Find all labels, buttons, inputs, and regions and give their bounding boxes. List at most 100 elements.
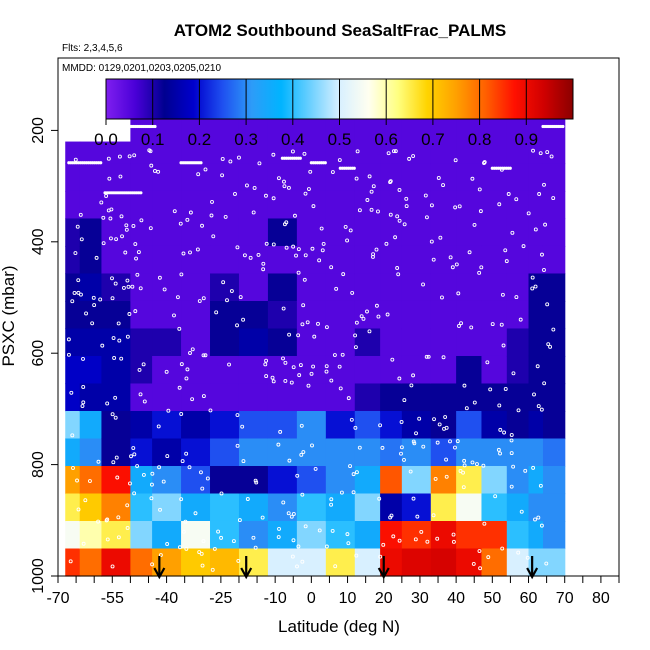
heatmap-cell	[401, 383, 432, 412]
heatmap-layer	[65, 116, 566, 577]
sample-point	[432, 417, 436, 422]
sample-point	[501, 343, 506, 348]
sample-point	[264, 358, 269, 363]
sample-point	[532, 392, 536, 397]
heatmap-cell	[267, 548, 298, 577]
heatmap-cell	[430, 328, 457, 357]
sample-point	[478, 566, 483, 571]
sample-point	[172, 313, 176, 318]
colorbar-tick-label: 0.5	[328, 130, 352, 149]
heatmap-cell	[354, 355, 381, 385]
sample-point	[352, 166, 356, 170]
heatmap-cell	[296, 218, 327, 247]
x-tick-label: -10	[264, 590, 287, 607]
heatmap-cell	[79, 245, 103, 275]
sample-point	[106, 156, 111, 161]
sample-point	[92, 303, 97, 308]
sample-point	[324, 325, 329, 330]
heatmap-cell	[506, 245, 530, 275]
heatmap-cell	[354, 190, 381, 220]
heatmap-cell	[130, 438, 153, 467]
sample-point	[348, 228, 353, 233]
sample-point	[175, 295, 180, 300]
sample-point	[378, 423, 383, 428]
x-axis: -70 -55 -40 -25 -10 0 10 20 30 40 50 60 70 80	[46, 576, 620, 607]
heatmap-cell	[101, 300, 131, 330]
sample-point	[104, 194, 109, 198]
sample-point	[66, 337, 71, 342]
sample-point	[545, 150, 550, 155]
sample-point	[271, 152, 276, 157]
sample-point	[153, 124, 157, 129]
heatmap-cell	[238, 218, 269, 247]
heatmap-cell	[238, 520, 269, 550]
heatmap-cell	[79, 328, 103, 357]
sample-point	[509, 451, 514, 456]
x-tick-label: 40	[447, 590, 465, 607]
heatmap-cell	[267, 300, 298, 330]
sample-point	[286, 185, 291, 190]
sample-point	[441, 355, 446, 360]
sample-point	[374, 247, 379, 252]
heatmap-cell	[267, 328, 298, 357]
heatmap-cell	[354, 273, 381, 302]
heatmap-cell	[152, 218, 182, 247]
sample-point	[419, 529, 424, 534]
sample-point	[291, 512, 296, 516]
heatmap-cell	[296, 410, 327, 440]
sample-point	[301, 303, 306, 308]
sample-point	[397, 538, 402, 543]
sample-point	[396, 272, 401, 277]
heatmap-cell	[210, 465, 240, 495]
heatmap-cell	[267, 163, 298, 192]
sample-point	[235, 413, 240, 417]
sample-point	[519, 509, 524, 514]
sample-point	[514, 197, 519, 202]
sample-point	[543, 222, 548, 227]
sample-point	[413, 537, 418, 542]
sample-point	[190, 347, 195, 352]
sample-point	[411, 439, 416, 444]
heatmap-cell	[101, 410, 131, 440]
heatmap-cell	[210, 218, 240, 247]
sample-point	[181, 529, 186, 534]
sample-point	[133, 242, 138, 246]
sample-point	[311, 364, 316, 369]
heatmap-cell	[181, 273, 211, 302]
heatmap-cell	[152, 163, 182, 192]
sample-point	[165, 542, 170, 546]
sample-point	[516, 550, 521, 555]
sample-point	[464, 406, 469, 411]
sample-point	[181, 251, 186, 256]
sample-point	[101, 215, 106, 220]
heatmap-cell	[152, 273, 182, 302]
sample-point	[128, 481, 132, 486]
sample-point	[481, 463, 486, 468]
heatmap-cell	[542, 493, 566, 522]
heatmap-cell	[267, 273, 298, 302]
x-tick-label: 50	[483, 590, 501, 607]
heatmap-cell	[401, 218, 432, 247]
heatmap-cell	[325, 438, 356, 467]
sample-point	[110, 564, 115, 569]
heatmap-cell	[238, 355, 269, 385]
heatmap-cell	[65, 218, 81, 247]
sample-point	[542, 182, 546, 187]
heatmap-cell	[267, 410, 298, 440]
arrow-head	[240, 567, 253, 580]
sample-point	[158, 553, 163, 558]
heatmap-cell	[481, 116, 508, 165]
sample-point	[551, 327, 556, 332]
sample-point	[340, 352, 345, 357]
sample-point	[70, 433, 75, 438]
sample-point	[431, 513, 436, 518]
sample-point	[276, 535, 281, 540]
colorbar-tick-label: 0.1	[141, 130, 165, 149]
sample-point	[311, 204, 316, 209]
sample-point	[124, 227, 129, 232]
heatmap-cell	[506, 493, 530, 522]
heatmap-cell	[79, 141, 103, 165]
heatmap-cell	[65, 190, 81, 220]
sample-point	[210, 567, 215, 572]
sample-point	[136, 250, 141, 255]
